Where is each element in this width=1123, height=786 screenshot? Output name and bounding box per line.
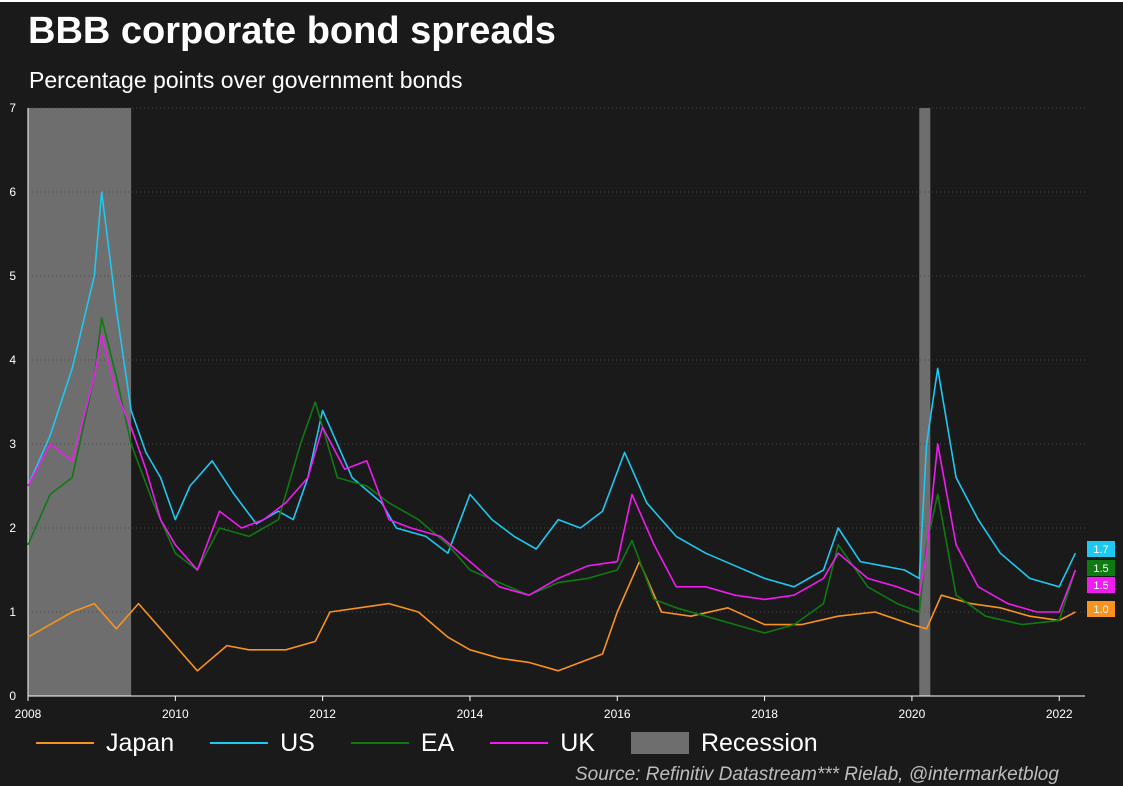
legend-item-japan: Japan [36, 729, 174, 758]
x-tick-label: 2022 [1046, 707, 1073, 721]
legend-label-japan: Japan [106, 728, 175, 757]
x-tick-label: 2018 [751, 707, 778, 721]
series-line-japan [27, 560, 1076, 672]
y-tick-label: 3 [9, 437, 16, 451]
recession-band-0 [28, 108, 132, 696]
end-label-uk: 1.5 [1093, 580, 1108, 592]
legend-swatch-japan [36, 742, 94, 744]
legend-label-recession: Recession [700, 728, 818, 757]
legend-item-recession: Recession [630, 728, 818, 758]
legend-item-uk: UK [490, 729, 595, 758]
chart-title: BBB corporate bond spreads [28, 10, 556, 52]
end-label-badge-us [1087, 541, 1115, 557]
x-tick-label: 2020 [899, 707, 926, 721]
source-note: Source: Refinitiv Datastream*** Rielab, … [575, 764, 1059, 785]
end-label-us: 1.7 [1093, 544, 1108, 556]
legend-item-ea: EA [350, 728, 455, 758]
recession-band-1 [919, 108, 931, 696]
legend-item-us: US [210, 729, 315, 758]
legend-swatch-ea [350, 742, 409, 744]
end-label-badge-ea [1087, 560, 1115, 576]
x-tick-label: 2008 [15, 707, 42, 721]
top-rule [0, 0, 1123, 2]
series-line-us [27, 191, 1077, 588]
y-tick-label: 5 [9, 269, 16, 283]
end-label-japan: 1.0 [1093, 604, 1108, 616]
y-tick-label: 6 [9, 185, 16, 199]
y-tick-label: 0 [9, 689, 16, 703]
series-line-uk [27, 333, 1077, 613]
legend-label-us: US [280, 728, 315, 757]
x-tick-label: 2014 [457, 707, 484, 721]
end-label-badge-japan [1087, 601, 1115, 617]
series-line-ea [27, 317, 1077, 634]
y-tick-label: 7 [9, 101, 16, 115]
legend-label-uk: UK [560, 728, 595, 757]
y-tick-label: 4 [9, 353, 16, 367]
y-tick-label: 1 [9, 605, 16, 619]
x-tick-label: 2012 [309, 707, 336, 721]
legend-label-ea: EA [420, 728, 455, 757]
end-label-badge-uk [1087, 577, 1115, 593]
x-tick-label: 2016 [604, 707, 631, 721]
legend-swatch-uk [490, 742, 549, 744]
legend-swatch-us [210, 742, 269, 744]
chart-subtitle: Percentage points over government bonds [29, 67, 463, 93]
legend: Japan US EA UK Recession [36, 727, 854, 759]
legend-swatch-recession [630, 732, 689, 754]
x-tick-label: 2010 [162, 707, 189, 721]
end-label-ea: 1.5 [1093, 563, 1108, 575]
y-tick-label: 2 [9, 521, 16, 535]
